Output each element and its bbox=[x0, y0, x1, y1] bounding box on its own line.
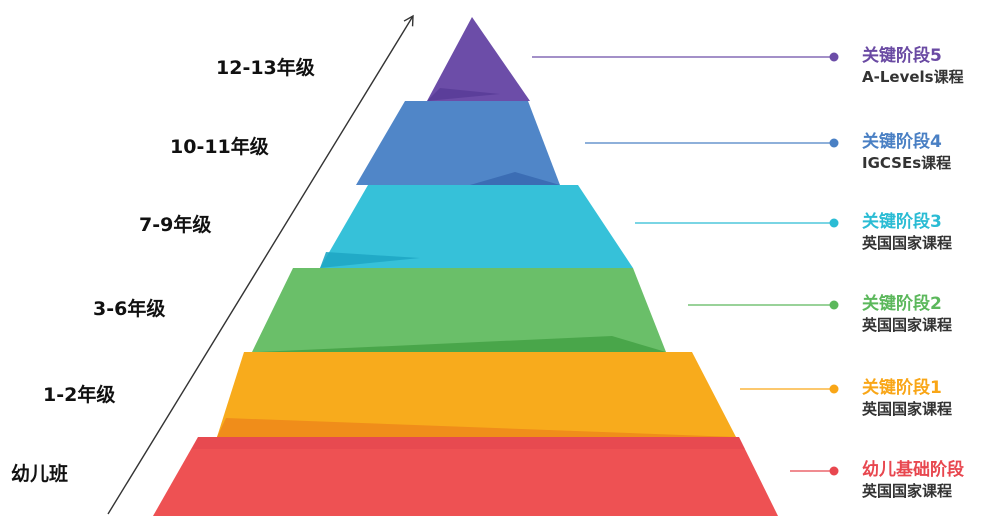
grade-label-1-2: 1-2年级 bbox=[43, 384, 116, 406]
progression-arrow bbox=[107, 14, 414, 515]
stage-subtitle: 英国国家课程 bbox=[862, 316, 953, 334]
connector-ks2 bbox=[688, 300, 839, 310]
pyramid-layer-foundation bbox=[153, 437, 778, 516]
stage-label-ks5: 关键阶段5 A-Levels课程 bbox=[862, 45, 964, 87]
stage-label-ks3: 关键阶段3 英国国家课程 bbox=[862, 211, 952, 253]
stage-label-ks2: 关键阶段2 英国国家课程 bbox=[862, 293, 952, 335]
stage-label-ks1: 关键阶段1 英国国家课程 bbox=[862, 377, 952, 419]
pyramid-layer-ks2 bbox=[252, 268, 666, 352]
connector-ks4 bbox=[585, 138, 839, 148]
connector-ks3 bbox=[635, 218, 839, 228]
connector-ks1 bbox=[740, 384, 839, 394]
grade-label-10-11: 10-11年级 bbox=[170, 136, 269, 158]
stage-title: 幼儿基础阶段 bbox=[862, 460, 964, 480]
pyramid-layer-ks1 bbox=[217, 352, 736, 437]
stage-title: 关键阶段3 bbox=[862, 212, 942, 232]
stage-subtitle: 英国国家课程 bbox=[862, 482, 953, 500]
grade-label-7-9: 7-9年级 bbox=[139, 214, 212, 236]
pyramid-layer-ks5 bbox=[427, 17, 530, 101]
stage-label-foundation: 幼儿基础阶段 英国国家课程 bbox=[862, 459, 964, 501]
stage-title: 关键阶段4 bbox=[862, 132, 942, 152]
stage-subtitle: 英国国家课程 bbox=[862, 234, 953, 252]
connector-ks5 bbox=[532, 52, 839, 62]
grade-label-12-13: 12-13年级 bbox=[216, 57, 315, 79]
stage-title: 关键阶段5 bbox=[862, 46, 942, 66]
grade-label-kindergarten: 幼儿班 bbox=[11, 463, 69, 485]
stage-label-ks4: 关键阶段4 IGCSEs课程 bbox=[862, 131, 951, 173]
stage-subtitle: IGCSEs课程 bbox=[862, 154, 952, 172]
stage-subtitle: A-Levels课程 bbox=[862, 68, 964, 86]
connector-foundation bbox=[790, 466, 839, 476]
stage-subtitle: 英国国家课程 bbox=[862, 400, 953, 418]
stage-title: 关键阶段2 bbox=[862, 294, 942, 314]
stage-title: 关键阶段1 bbox=[862, 378, 942, 398]
pyramid-layer-ks3 bbox=[320, 185, 633, 268]
pyramid-layer-ks4 bbox=[356, 101, 560, 185]
grade-label-3-6: 3-6年级 bbox=[93, 298, 166, 320]
